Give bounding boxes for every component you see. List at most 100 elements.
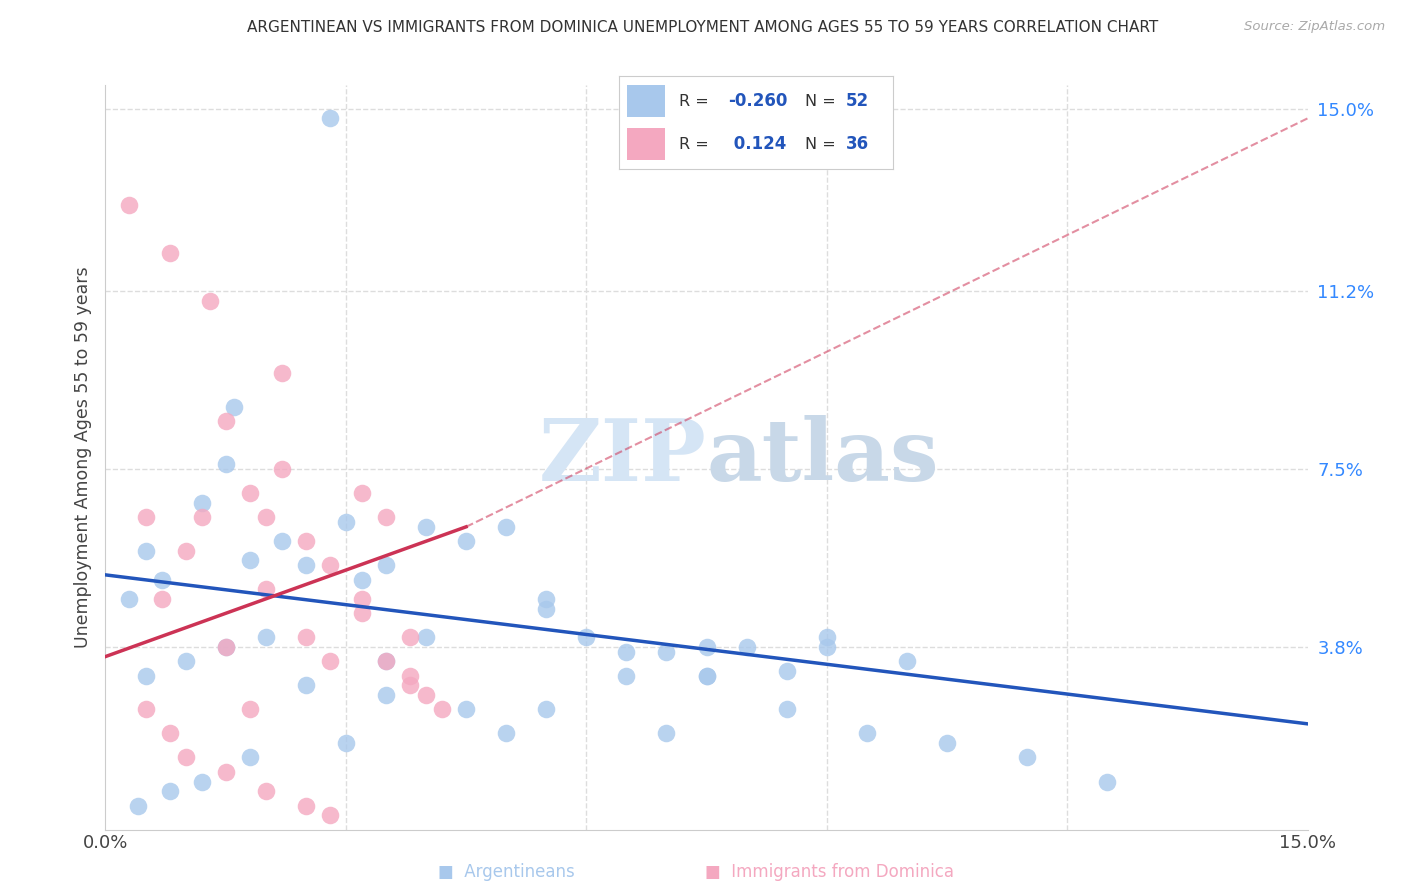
Point [374, 510, 398, 524]
Point [239, 702, 262, 716]
FancyBboxPatch shape [627, 85, 665, 117]
Point [159, 726, 181, 740]
Text: -0.260: -0.260 [728, 92, 787, 110]
Point [270, 534, 292, 549]
Point [374, 558, 398, 573]
Point [655, 645, 678, 659]
Point [319, 654, 342, 668]
Point [239, 553, 262, 567]
Text: Source: ZipAtlas.com: Source: ZipAtlas.com [1244, 20, 1385, 33]
Point [118, 591, 141, 606]
Point [127, 798, 149, 813]
Point [374, 654, 398, 668]
Point [254, 510, 277, 524]
Point [374, 688, 398, 702]
Point [335, 736, 357, 750]
Text: ■  Immigrants from Dominica: ■ Immigrants from Dominica [704, 863, 955, 881]
Point [415, 688, 437, 702]
Point [198, 293, 221, 308]
Text: ■  Argentineans: ■ Argentineans [437, 863, 575, 881]
Point [855, 726, 877, 740]
Point [295, 798, 318, 813]
Point [295, 558, 318, 573]
Point [239, 486, 262, 500]
Point [295, 631, 318, 645]
Point [135, 510, 157, 524]
Point [174, 750, 197, 764]
Point [776, 664, 799, 678]
Point [495, 520, 517, 534]
Point [150, 573, 173, 587]
Text: R =: R = [679, 94, 714, 109]
Point [534, 591, 557, 606]
Point [239, 750, 262, 764]
Point [534, 702, 557, 716]
Point [190, 774, 212, 789]
Point [575, 631, 598, 645]
Point [254, 784, 277, 798]
Point [135, 669, 157, 683]
Point [295, 678, 318, 692]
Text: 0.124: 0.124 [728, 136, 787, 153]
Text: N =: N = [806, 136, 841, 152]
Point [254, 631, 277, 645]
Point [135, 702, 157, 716]
Point [135, 544, 157, 558]
Point [616, 645, 638, 659]
Text: N =: N = [806, 94, 841, 109]
Point [190, 510, 212, 524]
Point [350, 591, 373, 606]
Point [270, 366, 292, 380]
Point [415, 631, 437, 645]
Text: ZIP: ZIP [538, 415, 707, 500]
Point [159, 784, 181, 798]
Point [174, 654, 197, 668]
Point [222, 400, 245, 414]
Point [815, 631, 838, 645]
Point [319, 558, 342, 573]
Point [616, 669, 638, 683]
Text: atlas: atlas [707, 415, 939, 500]
Point [696, 669, 718, 683]
Point [214, 458, 236, 472]
Point [335, 515, 357, 529]
Point [936, 736, 959, 750]
Point [454, 702, 477, 716]
Point [214, 640, 236, 654]
Point [319, 112, 342, 126]
Point [214, 640, 236, 654]
Point [159, 246, 181, 260]
Point [896, 654, 918, 668]
Point [174, 544, 197, 558]
Point [1097, 774, 1119, 789]
Point [118, 198, 141, 212]
Y-axis label: Unemployment Among Ages 55 to 59 years: Unemployment Among Ages 55 to 59 years [73, 267, 91, 648]
Point [214, 414, 236, 428]
Point [350, 486, 373, 500]
Text: 36: 36 [846, 136, 869, 153]
Point [534, 601, 557, 615]
Point [270, 462, 292, 476]
Point [374, 654, 398, 668]
Point [295, 534, 318, 549]
Text: R =: R = [679, 136, 714, 152]
Point [454, 534, 477, 549]
Text: 52: 52 [846, 92, 869, 110]
Point [655, 726, 678, 740]
Point [254, 582, 277, 597]
Point [735, 640, 758, 654]
Point [399, 631, 422, 645]
Point [815, 640, 838, 654]
Point [696, 640, 718, 654]
Point [350, 607, 373, 621]
Point [415, 520, 437, 534]
Point [776, 702, 799, 716]
Text: ARGENTINEAN VS IMMIGRANTS FROM DOMINICA UNEMPLOYMENT AMONG AGES 55 TO 59 YEARS C: ARGENTINEAN VS IMMIGRANTS FROM DOMINICA … [247, 20, 1159, 35]
Point [495, 726, 517, 740]
Point [399, 678, 422, 692]
Point [319, 808, 342, 822]
Point [696, 669, 718, 683]
Point [1017, 750, 1039, 764]
Point [190, 496, 212, 510]
FancyBboxPatch shape [627, 128, 665, 160]
